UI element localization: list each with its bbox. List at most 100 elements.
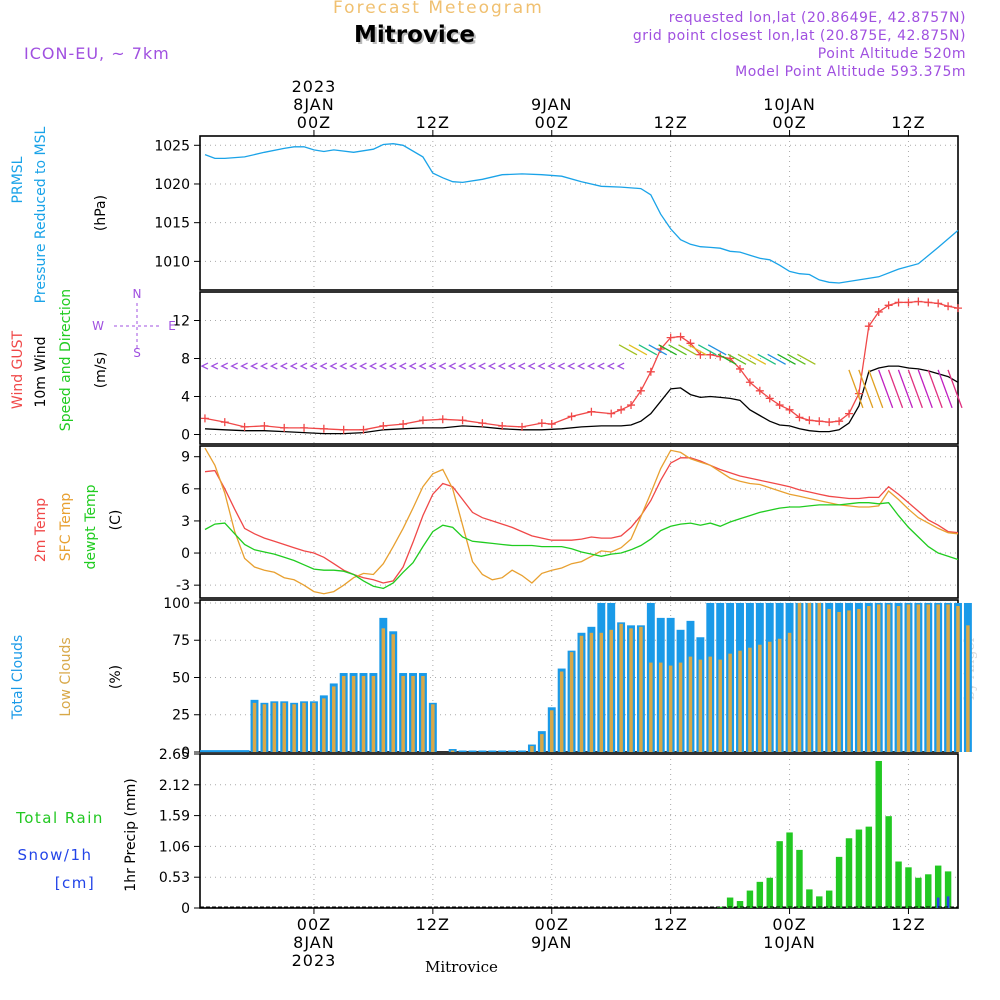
wind-arrow-6 (368, 362, 377, 370)
wind-arrow-15 (458, 362, 466, 370)
wind-arrow-63 (927, 369, 943, 409)
low-cloud-bar-50 (748, 647, 752, 752)
temperature-ytick-label-1: 0 (181, 546, 190, 562)
low-cloud-bar-58 (827, 608, 831, 752)
low-cloud-bar-7 (322, 698, 326, 752)
gust-marker-14 (478, 419, 487, 428)
rain-bar-20 (915, 877, 922, 908)
rain-bar-18 (895, 861, 902, 908)
gust-marker-27 (666, 333, 675, 342)
wind-arrow-17 (477, 362, 486, 370)
pressure-ytick-label-3: 1025 (154, 138, 190, 154)
wind-arrow-49 (787, 353, 806, 365)
wind-arrow-26 (567, 362, 575, 370)
precip-ytick-label-3: 1.59 (159, 809, 190, 825)
wind-arrow-31 (616, 362, 625, 370)
wind-arrow--7 (240, 362, 248, 370)
gust-marker-48 (874, 307, 883, 316)
precip-label-snow: Snow/1h (17, 846, 92, 864)
gust-marker-55 (944, 302, 953, 311)
wind-arrow-23 (537, 362, 546, 370)
wind-arrow-18 (487, 362, 496, 370)
wind-arrow-8 (388, 362, 397, 370)
rain-bar-13 (845, 838, 853, 908)
dewpoint-line (204, 502, 959, 590)
rain-bar-14 (855, 829, 863, 908)
low-cloud-bar-54 (787, 632, 792, 752)
wind-arrow-2 (329, 362, 338, 370)
top-time-label-3: 12Z (653, 113, 687, 132)
low-cloud-bar-53 (777, 638, 782, 752)
wind-arrow-1 (319, 362, 328, 370)
gust-marker-20 (587, 407, 596, 416)
wind-arrow-14 (448, 362, 456, 370)
wind-arrow-9 (398, 362, 407, 370)
temp-unit: (C) (108, 510, 124, 531)
total-cloud-bar-23 (478, 750, 487, 752)
requested-coordinates: requested lon,lat (20.8649E, 42.8757N) (668, 10, 966, 26)
rain-bar-15 (865, 826, 873, 908)
wind-arrow--6 (250, 362, 258, 370)
wind-arrow-22 (527, 362, 536, 370)
top-time-label-4: 00Z (772, 113, 806, 132)
location-title: Mitrovice (354, 22, 476, 48)
gust-marker-19 (567, 412, 576, 421)
model-label: ICON-EU, ~ 7km (24, 44, 170, 63)
gust-marker-40 (795, 413, 804, 422)
wind-arrow-50 (797, 353, 816, 365)
gust-marker-36 (755, 386, 764, 395)
wind-arrow-21 (517, 362, 526, 370)
wind-arrow-48 (777, 353, 796, 365)
low-cloud-bar-29 (540, 734, 544, 752)
gust-marker-21 (607, 409, 616, 418)
low-cloud-bar-68 (926, 604, 931, 752)
low-cloud-bar-32 (569, 652, 574, 752)
top-year-label: 2023 (292, 77, 337, 96)
low-cloud-bar-42 (668, 665, 673, 752)
gust-marker-13 (458, 416, 467, 425)
low-cloud-bar-64 (886, 604, 891, 752)
precip-label-rain: Total Rain (15, 809, 104, 827)
gust-marker-23 (627, 401, 636, 410)
cloud-unit: (%) (108, 665, 124, 689)
rain-bar-9 (806, 889, 813, 908)
low-cloud-bar-72 (966, 625, 970, 752)
compass-west: W (92, 319, 104, 333)
low-cloud-bar-56 (807, 602, 812, 752)
wind-arrow-65 (947, 369, 963, 409)
top-time-label-2: 00Z (535, 113, 569, 132)
footer-location: Mitrovice (425, 958, 498, 976)
low-cloud-bar-3 (282, 702, 286, 752)
wind-arrow-5 (359, 362, 367, 370)
compass-south: S (133, 346, 141, 360)
wind-arrow-20 (507, 362, 516, 370)
temperature-ytick-label-2: 3 (181, 514, 190, 530)
low-cloud-bar-10 (351, 676, 356, 752)
gust-marker-42 (815, 417, 824, 426)
wind-arrow-38 (678, 344, 697, 356)
wind-label-10m: 10m Wind (33, 336, 49, 407)
rain-bar-8 (796, 849, 803, 908)
total-cloud-bar-26 (508, 750, 517, 752)
gust-marker-4 (280, 423, 289, 432)
low-cloud-bar-48 (728, 653, 732, 752)
precip-ytick-label-1: 0.53 (159, 870, 190, 886)
wind-arrow--8 (230, 362, 238, 370)
t2m-line (204, 457, 959, 584)
low-cloud-bar-60 (847, 610, 851, 752)
wind-arrow-39 (688, 344, 707, 356)
low-cloud-bar-35 (599, 632, 604, 752)
wind-arrow-41 (707, 344, 727, 356)
temperature-ytick-label-4: 9 (181, 450, 190, 466)
clouds-ytick-label-4: 100 (163, 596, 190, 612)
gust-marker-39 (785, 405, 794, 414)
wind-arrow--9 (220, 362, 229, 370)
gust-marker-28 (676, 332, 685, 341)
low-cloud-bar-45 (698, 659, 703, 752)
gust-marker-51 (904, 298, 913, 307)
rain-bar-22 (934, 865, 942, 908)
wind-arrow--10 (210, 362, 219, 370)
bottom-time-label-2: 00Z (535, 915, 569, 934)
clouds-ytick-label-1: 25 (172, 708, 190, 724)
